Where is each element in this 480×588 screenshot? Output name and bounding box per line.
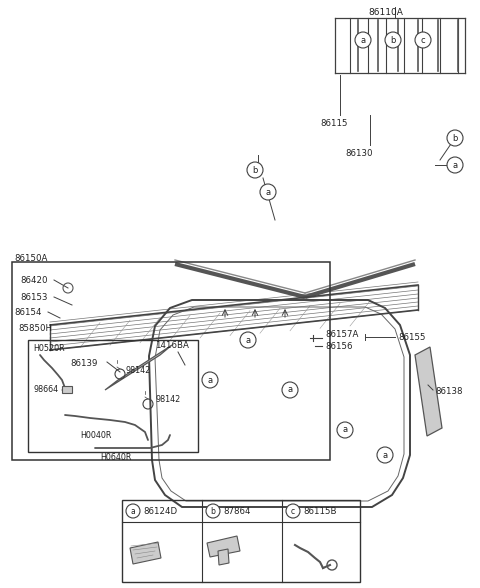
Circle shape xyxy=(337,422,353,438)
Text: 86115B: 86115B xyxy=(303,506,336,516)
Text: 87864: 87864 xyxy=(223,506,251,516)
Text: 86155: 86155 xyxy=(398,332,425,342)
Text: 86110A: 86110A xyxy=(368,8,403,16)
Text: 86156: 86156 xyxy=(325,342,352,350)
Text: b: b xyxy=(452,133,458,142)
Text: 98664: 98664 xyxy=(33,386,58,395)
Circle shape xyxy=(377,447,393,463)
Text: b: b xyxy=(252,165,258,175)
Circle shape xyxy=(206,504,220,518)
Text: 86138: 86138 xyxy=(435,387,463,396)
Text: 85850H: 85850H xyxy=(18,323,52,332)
Text: 86115: 86115 xyxy=(320,119,348,128)
Text: 86139: 86139 xyxy=(70,359,97,368)
Text: b: b xyxy=(390,35,396,45)
Text: 86154: 86154 xyxy=(14,308,41,316)
Text: a: a xyxy=(207,376,213,385)
Circle shape xyxy=(247,162,263,178)
Text: 86153: 86153 xyxy=(20,292,48,302)
Text: 98142: 98142 xyxy=(125,366,150,375)
Text: 86130: 86130 xyxy=(345,149,372,158)
Text: 86124D: 86124D xyxy=(143,506,177,516)
Circle shape xyxy=(240,332,256,348)
Circle shape xyxy=(385,32,401,48)
Text: 86157A: 86157A xyxy=(325,329,359,339)
FancyBboxPatch shape xyxy=(62,386,72,393)
Circle shape xyxy=(447,157,463,173)
Polygon shape xyxy=(130,542,161,564)
Text: 98142: 98142 xyxy=(155,396,180,405)
Polygon shape xyxy=(207,536,240,557)
Text: H0040R: H0040R xyxy=(80,430,111,439)
Text: a: a xyxy=(383,450,387,459)
Polygon shape xyxy=(105,345,172,390)
Circle shape xyxy=(415,32,431,48)
Polygon shape xyxy=(218,549,229,565)
Text: H0520R: H0520R xyxy=(33,343,65,352)
Text: a: a xyxy=(265,188,271,196)
Circle shape xyxy=(202,372,218,388)
Circle shape xyxy=(126,504,140,518)
Text: a: a xyxy=(288,386,293,395)
Text: 86150A: 86150A xyxy=(14,253,48,262)
Circle shape xyxy=(355,32,371,48)
Text: b: b xyxy=(211,506,216,516)
Circle shape xyxy=(282,382,298,398)
Text: c: c xyxy=(420,35,425,45)
Circle shape xyxy=(286,504,300,518)
Text: c: c xyxy=(291,506,295,516)
Text: a: a xyxy=(360,35,366,45)
Text: a: a xyxy=(245,336,251,345)
Text: 86420: 86420 xyxy=(20,276,48,285)
Text: a: a xyxy=(131,506,135,516)
Text: a: a xyxy=(342,426,348,435)
Text: 1416BA: 1416BA xyxy=(155,340,189,349)
Polygon shape xyxy=(415,347,442,436)
Text: a: a xyxy=(453,161,457,169)
Circle shape xyxy=(447,130,463,146)
Circle shape xyxy=(260,184,276,200)
Text: H0640R: H0640R xyxy=(100,453,132,463)
